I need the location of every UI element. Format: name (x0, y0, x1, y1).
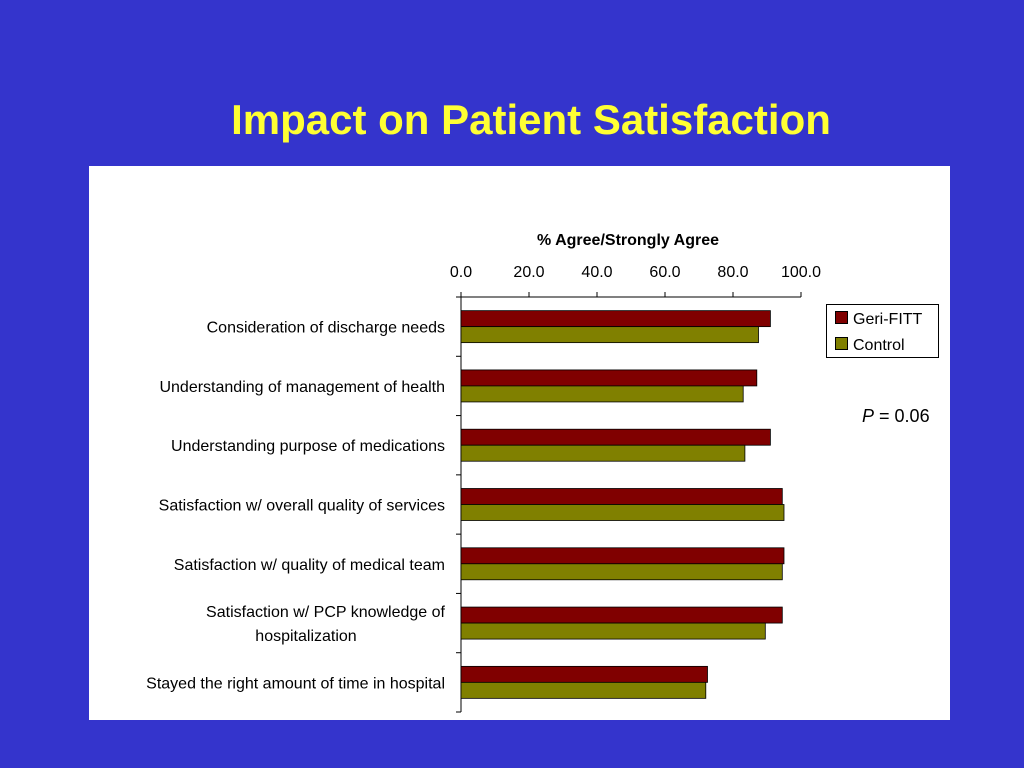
category-label: Satisfaction w/ quality of medical team (174, 557, 445, 574)
bar-control (460, 622, 766, 640)
x-axis: 0.0 20.0 40.0 60.0 80.0 100.0 (450, 264, 821, 713)
bar-geri-fitt (460, 606, 783, 624)
bars (460, 310, 785, 699)
bar-control (460, 563, 783, 581)
category-labels: Consideration of discharge needs Understa… (146, 320, 445, 693)
legend-item-geri-fitt: Geri-FITT (835, 310, 922, 330)
p-value-text: = 0.06 (879, 406, 930, 426)
legend-label-geri-fitt: Geri-FITT (853, 311, 923, 328)
bar-chart: % Agree/Strongly Agree 0.0 20.0 40.0 60.0 80… (146, 232, 821, 713)
x-tick-label: 40.0 (581, 264, 612, 281)
slide-title: Impact on Patient Satisfaction (231, 96, 831, 143)
category-label: Consideration of discharge needs (207, 320, 445, 337)
x-tick-label: 80.0 (717, 264, 748, 281)
legend-label-control: Control (853, 337, 905, 354)
bar-control (460, 504, 785, 521)
category-label: Understanding of management of health (159, 379, 445, 396)
chart-title: % Agree/Strongly Agree (537, 232, 719, 249)
legend-item-control: Control (835, 336, 905, 356)
bar-geri-fitt (460, 488, 783, 505)
p-value-symbol: P (862, 406, 875, 426)
x-tick-label: 100.0 (781, 264, 821, 281)
category-label: Stayed the right amount of time in hospi… (146, 675, 445, 692)
x-tick-label: 20.0 (513, 264, 544, 281)
category-label: Understanding purpose of medications (171, 438, 445, 455)
bar-geri-fitt (460, 310, 771, 328)
bar-control (460, 444, 746, 462)
legend: Geri-FITT Control (826, 304, 939, 358)
bar-control (460, 681, 707, 699)
category-label: Satisfaction w/ overall quality of servi… (159, 498, 445, 515)
bar-geri-fitt (460, 428, 771, 446)
chart-panel: % Agree/Strongly Agree 0.0 20.0 40.0 60.0 80… (89, 166, 950, 720)
p-value-annotation: P = 0.06 (862, 406, 930, 427)
bar-control (460, 385, 744, 403)
bar-control (460, 326, 759, 344)
bar-geri-fitt (460, 547, 785, 565)
category-label: Satisfaction w/ PCP knowledge of (206, 604, 446, 621)
x-tick-label: 0.0 (450, 264, 472, 281)
legend-swatch-geri-fitt (835, 311, 848, 325)
bar-geri-fitt (460, 369, 758, 387)
legend-swatch-control (835, 337, 848, 351)
category-label: hospitalization (255, 628, 356, 645)
bar-geri-fitt (460, 665, 708, 683)
x-tick-label: 60.0 (649, 264, 680, 281)
